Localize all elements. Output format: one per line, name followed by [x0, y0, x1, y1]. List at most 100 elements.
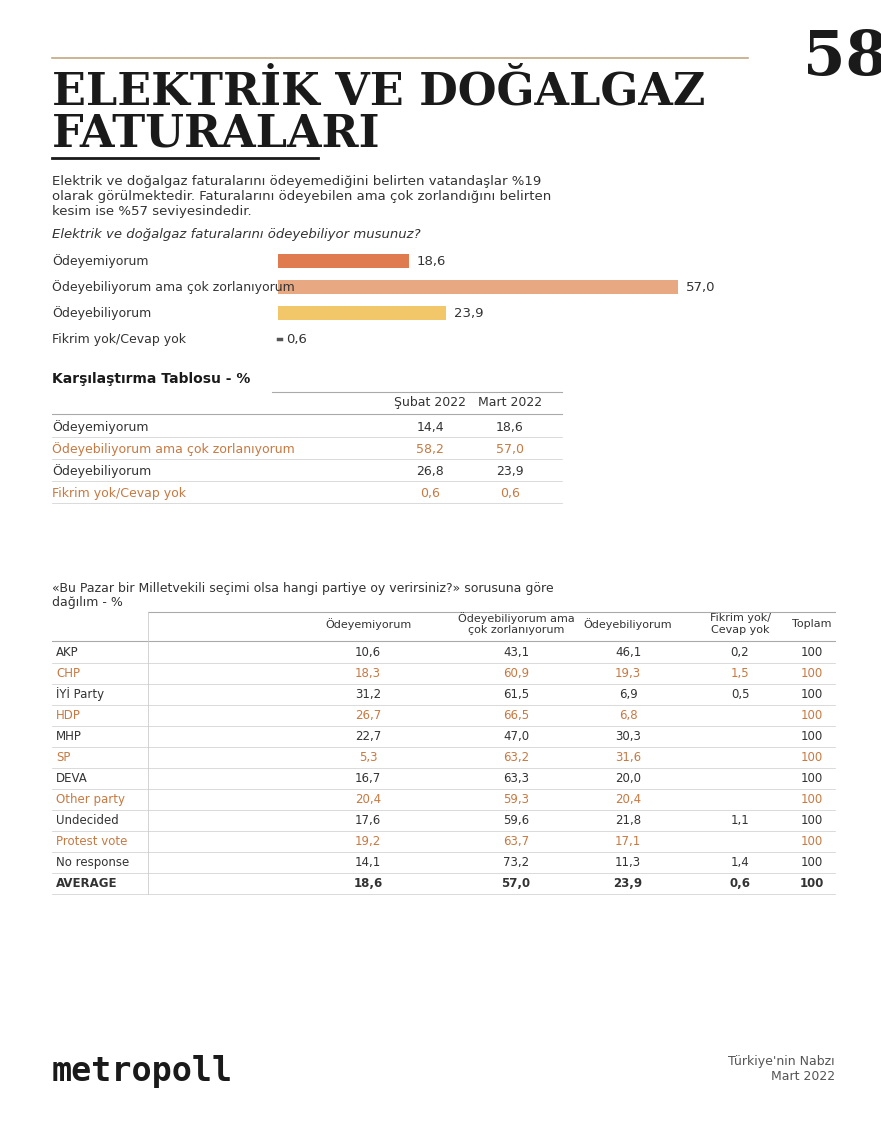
Text: Karşılaştırma Tablosu - %: Karşılaştırma Tablosu - % [52, 373, 250, 386]
Text: No response: No response [56, 856, 130, 870]
Text: Toplam: Toplam [792, 619, 832, 629]
Text: 11,3: 11,3 [615, 856, 641, 870]
Text: AVERAGE: AVERAGE [56, 877, 117, 890]
Text: 23,9: 23,9 [613, 877, 642, 890]
Text: 1,1: 1,1 [730, 813, 750, 827]
Text: 6,8: 6,8 [618, 709, 637, 721]
Text: Ödeyemiyorum: Ödeyemiyorum [325, 618, 411, 629]
Text: 0,5: 0,5 [730, 688, 749, 701]
Text: 73,2: 73,2 [503, 856, 529, 870]
Bar [278, 280, 678, 294]
Text: 20,4: 20,4 [355, 793, 381, 806]
Text: 20,4: 20,4 [615, 793, 641, 806]
Text: 57,0: 57,0 [496, 442, 524, 456]
Text: dağılım - %: dağılım - % [52, 596, 122, 609]
Text: 57,0: 57,0 [686, 280, 715, 294]
Text: 10,6: 10,6 [355, 646, 381, 659]
Text: 20,0: 20,0 [615, 772, 641, 785]
Text: 19,2: 19,2 [355, 835, 381, 848]
Text: İYİ Party: İYİ Party [56, 688, 104, 701]
Text: SP: SP [56, 751, 70, 764]
Text: AKP: AKP [56, 646, 78, 659]
Text: 66,5: 66,5 [503, 709, 529, 721]
Text: 18,6: 18,6 [496, 421, 524, 433]
Text: metropoll: metropoll [52, 1055, 233, 1088]
Text: Ödeyebiliyorum ama çok zorlanıyorum: Ödeyebiliyorum ama çok zorlanıyorum [52, 280, 295, 294]
Text: ELEKTRİK VE DOĞALGAZ: ELEKTRİK VE DOĞALGAZ [52, 70, 706, 113]
Text: Ödeyebiliyorum ama çok zorlanıyorum: Ödeyebiliyorum ama çok zorlanıyorum [52, 442, 295, 456]
Text: 1,4: 1,4 [730, 856, 750, 870]
Text: 26,8: 26,8 [416, 465, 444, 478]
Text: 61,5: 61,5 [503, 688, 529, 701]
Text: çok zorlanıyorum: çok zorlanıyorum [468, 625, 564, 635]
Text: 6,9: 6,9 [618, 688, 637, 701]
Text: olarak görülmektedir. Faturalarını ödeyebilen ama çok zorlandığını belirten: olarak görülmektedir. Faturalarını ödeye… [52, 190, 552, 203]
Text: DEVA: DEVA [56, 772, 88, 785]
Text: MHP: MHP [56, 730, 82, 743]
Text: 23,9: 23,9 [496, 465, 524, 478]
Text: 58,2: 58,2 [416, 442, 444, 456]
Text: Protest vote: Protest vote [56, 835, 128, 848]
Text: 31,6: 31,6 [615, 751, 641, 764]
Text: Other party: Other party [56, 793, 125, 806]
Text: 59,6: 59,6 [503, 813, 529, 827]
Text: 0,6: 0,6 [420, 487, 440, 499]
Text: 63,2: 63,2 [503, 751, 529, 764]
Text: Ödeyebiliyorum ama: Ödeyebiliyorum ama [457, 611, 574, 624]
Text: 0,6: 0,6 [286, 332, 307, 346]
Text: 31,2: 31,2 [355, 688, 381, 701]
Text: 58: 58 [803, 28, 881, 88]
Text: 22,7: 22,7 [355, 730, 381, 743]
Text: Fikrim yok/Cevap yok: Fikrim yok/Cevap yok [52, 487, 186, 499]
Text: Şubat 2022: Şubat 2022 [394, 396, 466, 410]
Text: 0,2: 0,2 [730, 646, 750, 659]
Text: 100: 100 [801, 688, 823, 701]
Text: Elektrik ve doğalgaz faturalarını ödeyemediğini belirten vatandaşlar %19: Elektrik ve doğalgaz faturalarını ödeyem… [52, 175, 541, 188]
Text: Elektrik ve doğalgaz faturalarını ödeyebiliyor musunuz?: Elektrik ve doğalgaz faturalarını ödeyeb… [52, 228, 420, 241]
Text: 100: 100 [801, 646, 823, 659]
Text: 23,9: 23,9 [454, 306, 483, 320]
Text: Türkiye'nin Nabzı
Mart 2022: Türkiye'nin Nabzı Mart 2022 [729, 1055, 835, 1083]
Text: Cevap yok: Cevap yok [711, 625, 769, 635]
Text: 100: 100 [801, 793, 823, 806]
Text: Ödeyebiliyorum: Ödeyebiliyorum [52, 465, 152, 478]
Text: 100: 100 [800, 877, 825, 890]
Text: 18,6: 18,6 [417, 255, 446, 267]
Text: 100: 100 [801, 709, 823, 721]
Text: Ödeyebiliyorum: Ödeyebiliyorum [52, 306, 152, 320]
Text: 100: 100 [801, 856, 823, 870]
Text: 47,0: 47,0 [503, 730, 529, 743]
Text: Fikrim yok/Cevap yok: Fikrim yok/Cevap yok [52, 332, 186, 346]
Text: Undecided: Undecided [56, 813, 119, 827]
Text: 5,3: 5,3 [359, 751, 377, 764]
Text: HDP: HDP [56, 709, 81, 721]
Text: 30,3: 30,3 [615, 730, 641, 743]
Text: 100: 100 [801, 666, 823, 680]
Text: 17,6: 17,6 [355, 813, 381, 827]
Text: Ödeyemiyorum: Ödeyemiyorum [52, 420, 149, 434]
Bar [278, 306, 446, 320]
Text: 100: 100 [801, 835, 823, 848]
Text: CHP: CHP [56, 666, 80, 680]
Text: 0,6: 0,6 [729, 877, 751, 890]
Text: «Bu Pazar bir Milletvekili seçimi olsa hangi partiye oy verirsiniz?» sorusuna gö: «Bu Pazar bir Milletvekili seçimi olsa h… [52, 582, 553, 595]
Text: FATURALARI: FATURALARI [52, 112, 381, 155]
Text: 57,0: 57,0 [501, 877, 530, 890]
Text: 1,5: 1,5 [730, 666, 750, 680]
Text: 18,6: 18,6 [353, 877, 382, 890]
Text: 16,7: 16,7 [355, 772, 381, 785]
Text: 21,8: 21,8 [615, 813, 641, 827]
Text: 63,7: 63,7 [503, 835, 529, 848]
Text: 100: 100 [801, 730, 823, 743]
Text: Fikrim yok/: Fikrim yok/ [709, 613, 771, 623]
Text: 18,3: 18,3 [355, 666, 381, 680]
Text: 26,7: 26,7 [355, 709, 381, 721]
Text: kesim ise %57 seviyesindedir.: kesim ise %57 seviyesindedir. [52, 205, 252, 218]
Text: 46,1: 46,1 [615, 646, 641, 659]
Text: 19,3: 19,3 [615, 666, 641, 680]
Text: 100: 100 [801, 751, 823, 764]
Text: Mart 2022: Mart 2022 [478, 396, 542, 410]
Text: 14,4: 14,4 [416, 421, 444, 433]
Text: Ödeyebiliyorum: Ödeyebiliyorum [584, 618, 672, 629]
Bar [278, 254, 409, 268]
